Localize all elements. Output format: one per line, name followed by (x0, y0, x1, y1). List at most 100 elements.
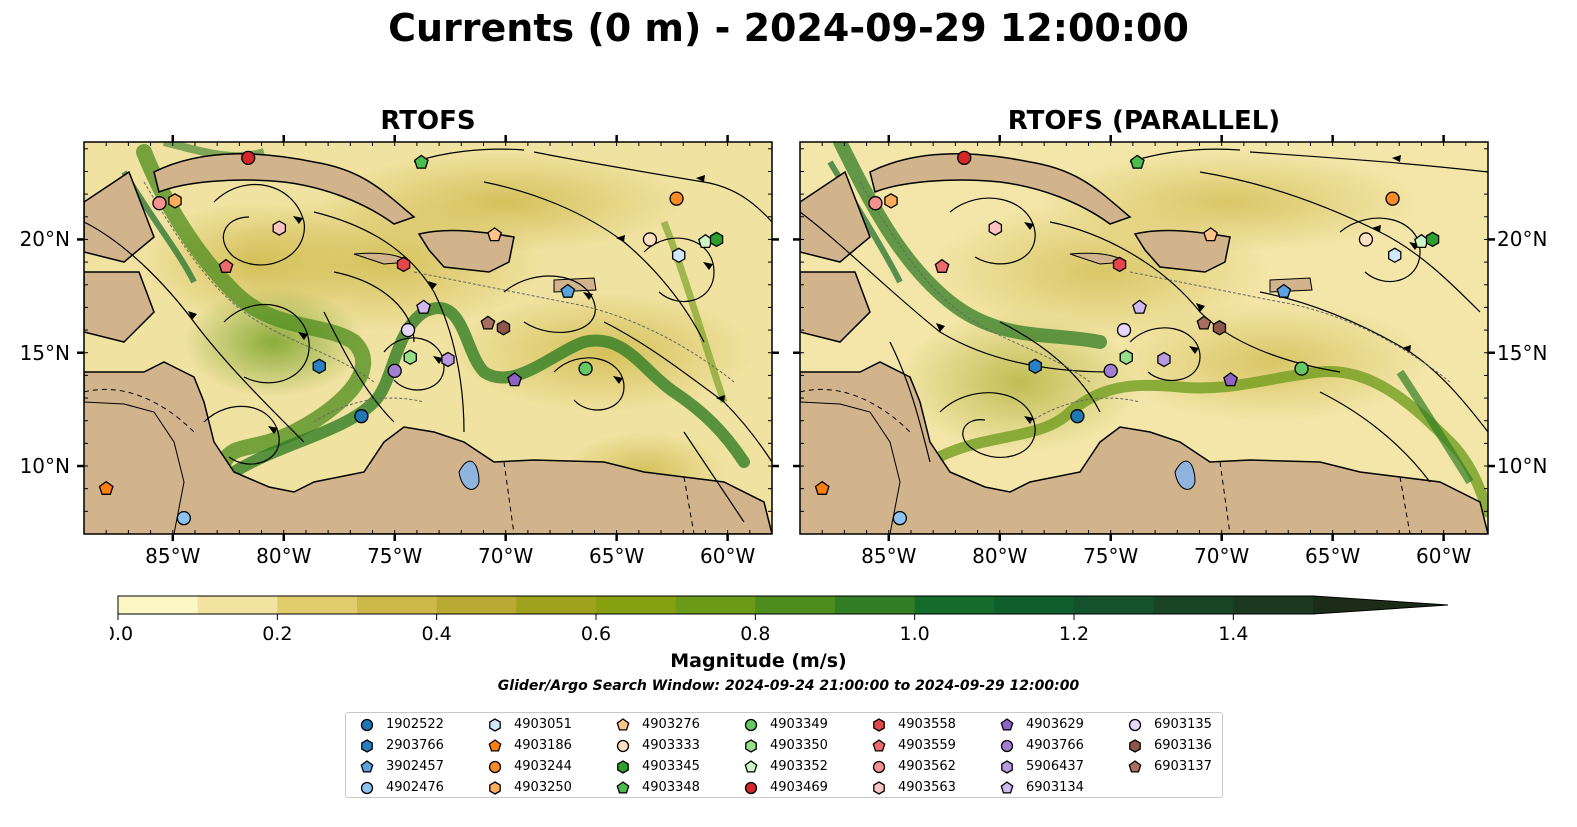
current-jet (228, 302, 750, 478)
legend-label: 4903559 (898, 738, 956, 753)
platform-marker-4903244 (669, 191, 684, 206)
legend-entry-6903134: 6903134 (996, 779, 1116, 797)
legend-marker (744, 718, 758, 732)
colorbar-bin (277, 596, 358, 614)
current-jet (1396, 369, 1474, 485)
lake-maracaibo (1174, 460, 1196, 490)
colorbar-bin (357, 596, 438, 614)
platform-marker-6903135 (400, 322, 416, 338)
legend-entry-4903563: 4903563 (868, 779, 988, 797)
platform-marker-4903629 (1223, 372, 1238, 387)
legend-marker (873, 781, 885, 795)
platform-marker-6903136 (1212, 320, 1227, 336)
depth-contours (143, 181, 735, 423)
platform-marker-4903629 (507, 372, 522, 387)
legend-marker (1000, 718, 1014, 731)
lat-tick-label: 10°N (1497, 454, 1548, 479)
legend-label: 4903333 (642, 738, 700, 753)
land-yucatan (800, 170, 871, 263)
search-window-caption: Glider/Argo Search Window: 2024-09-24 21… (497, 678, 1080, 694)
platform-marker-4903051 (672, 247, 686, 264)
lon-tick-label: 80°W (256, 544, 312, 568)
platform-marker-6903134 (416, 299, 431, 314)
land-yucatan (84, 170, 155, 263)
platform-marker-4903276 (1203, 227, 1218, 242)
platform-marker-6903134 (1132, 299, 1147, 314)
legend-marker (616, 718, 630, 731)
platform-marker-4903558 (396, 256, 411, 273)
lon-tick-label: 85°W (861, 544, 917, 568)
colorbar-tick-label: 1.0 (900, 623, 930, 645)
legend-marker (360, 781, 374, 795)
lon-tick-label: 75°W (367, 544, 423, 568)
platform-marker-4903766 (1103, 363, 1118, 379)
platform-marker-3902457 (560, 283, 576, 298)
platform-marker-4903348 (413, 154, 429, 169)
legend-marker (873, 718, 885, 732)
legend-entry-6903136: 6903136 (1124, 737, 1244, 755)
legend-entry-6903137: 6903137 (1124, 758, 1244, 776)
platform-marker-3902457 (1276, 283, 1292, 298)
land-belize (800, 271, 871, 343)
legend-entry-4903558: 4903558 (868, 716, 988, 734)
legend-entry-4903051: 4903051 (484, 716, 604, 734)
colorbar-tick-label: 0.2 (262, 623, 292, 645)
legend-label: 4903766 (1026, 738, 1084, 753)
platform-marker-4903350 (403, 349, 417, 366)
platform-marker-4903469 (241, 150, 256, 166)
platform-marker-4903563 (988, 220, 1003, 236)
borders (84, 388, 695, 534)
legend-label: 6903134 (1026, 780, 1084, 795)
legend-label: 4903352 (770, 759, 828, 774)
legend-entry-4903352: 4903352 (740, 758, 860, 776)
legend-label: 2903766 (386, 738, 444, 753)
platform-marker-1902522 (354, 409, 369, 424)
platform-marker-4902476 (176, 510, 192, 526)
land-pacific-coast (84, 401, 185, 534)
current-jet (136, 144, 372, 470)
legend-label: 6903135 (1154, 717, 1212, 732)
platform-marker-4903766 (387, 363, 402, 379)
colorbar-bin (914, 596, 995, 614)
colorbar-bin (755, 596, 836, 614)
platform-marker-6903137 (480, 315, 496, 330)
platform-marker-5906437 (441, 351, 455, 368)
platform-marker-4903348 (1129, 154, 1145, 169)
legend-marker (1128, 718, 1142, 732)
platform-marker-4903186 (814, 480, 830, 495)
legend-entry-4903276: 4903276 (612, 716, 732, 734)
land-cuba (153, 153, 416, 225)
speed-patch (1040, 152, 1420, 252)
map-panel-rtofs (77, 135, 779, 541)
legend-entry-4903562: 4903562 (868, 758, 988, 776)
platform-marker-4903276 (487, 227, 502, 242)
lon-tick-label: 85°W (145, 544, 201, 568)
platform-marker-4903563 (272, 220, 287, 236)
legend-label: 4903562 (898, 759, 956, 774)
legend-marker (1129, 739, 1141, 753)
legend-label: 4902476 (386, 780, 444, 795)
colorbar-bin (118, 596, 199, 614)
platform-marker-4903469 (957, 150, 972, 166)
legend-marker (617, 760, 629, 774)
platform-marker-4902476 (892, 510, 908, 526)
land-central-south-america (800, 361, 1488, 534)
streamlines (84, 148, 772, 523)
platform-marker-2903766 (312, 358, 326, 375)
platform-markers (98, 150, 724, 526)
legend-marker (489, 781, 501, 795)
platform-marker-4903333 (1358, 232, 1374, 247)
current-jet (833, 142, 1107, 349)
platform-marker-4903558 (1112, 256, 1127, 273)
legend-label: 4903558 (898, 717, 956, 732)
platform-marker-4903345 (1425, 231, 1440, 248)
legend-marker (872, 739, 886, 752)
lon-tick-label: 60°W (1415, 544, 1472, 568)
map-title-rtofs: RTOFS (380, 106, 476, 136)
legend-marker (360, 718, 374, 732)
legend-marker (1128, 760, 1142, 773)
legend-label: 4903629 (1026, 717, 1084, 732)
colorbar-bin (516, 596, 597, 614)
legend-marker (488, 739, 502, 752)
colorbar: 0.0 0.2 0.4 0.6 0.8 1.0 1.2 1.4 (110, 595, 1449, 645)
